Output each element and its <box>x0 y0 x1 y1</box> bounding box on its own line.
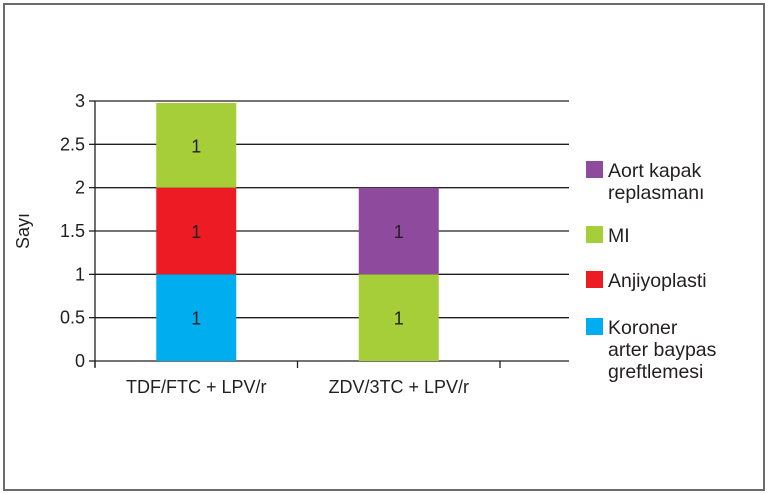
x-tick-label: ZDV/3TC + LPV/r <box>328 377 469 397</box>
y-axis-label: Sayı <box>13 213 33 249</box>
y-tick-label: 2.5 <box>60 134 85 154</box>
legend-label: arter baypas <box>608 339 717 361</box>
legend-label: Aort kapak <box>608 160 701 182</box>
legend-label: Koroner <box>608 317 678 339</box>
bar-segment <box>156 187 237 275</box>
data-label: 1 <box>191 222 201 242</box>
data-label: 1 <box>191 309 201 329</box>
y-tick-label: 1 <box>75 264 85 284</box>
bar-segment <box>156 274 237 361</box>
y-tick-label: 0 <box>75 351 85 371</box>
legend-swatch <box>586 318 603 335</box>
y-tick-label: 3 <box>75 91 85 111</box>
x-tick-label: TDF/FTC + LPV/r <box>126 377 267 397</box>
legend-label: MI <box>608 225 630 247</box>
legend-swatch <box>586 161 603 178</box>
data-label: 1 <box>394 222 404 242</box>
legend-swatch <box>586 226 603 243</box>
data-label: 1 <box>394 309 404 329</box>
bar-segment <box>358 187 439 275</box>
legend-label: replasmanı <box>608 182 704 204</box>
legend-label: Anjiyoplasti <box>608 270 707 292</box>
legend-label: greftlemesi <box>608 361 703 383</box>
legend-swatch <box>586 271 603 288</box>
y-tick-label: 0.5 <box>60 308 85 328</box>
chart-frame <box>3 3 765 491</box>
y-tick-label: 1.5 <box>60 221 85 241</box>
y-tick-label: 2 <box>75 178 85 198</box>
bar-segment <box>358 274 439 361</box>
bar-segment <box>156 103 237 188</box>
data-label: 1 <box>191 136 201 156</box>
